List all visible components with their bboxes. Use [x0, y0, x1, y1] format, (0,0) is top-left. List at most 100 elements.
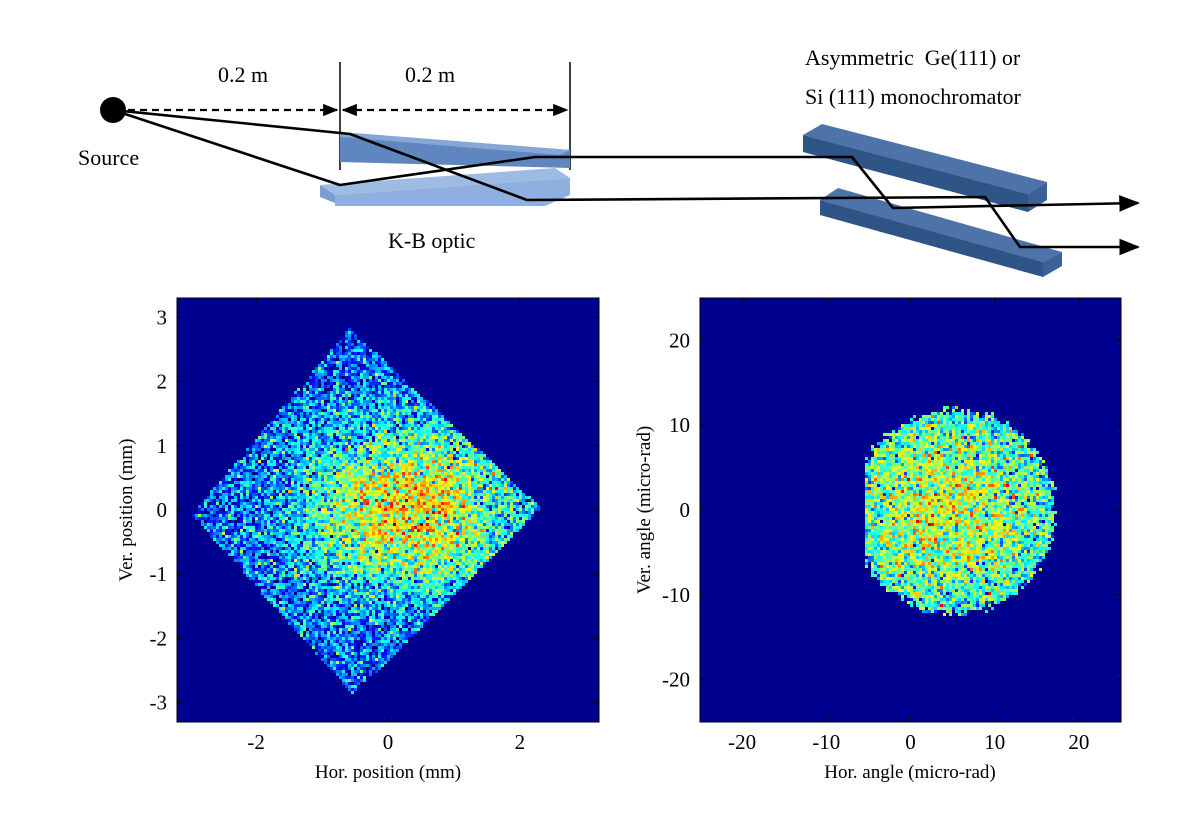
beam-pixel: [357, 544, 360, 547]
beam-pixel: [399, 391, 402, 394]
beam-pixel: [261, 457, 264, 460]
beam-pixel: [390, 424, 393, 427]
beam-pixel: [363, 343, 366, 346]
beam-pixel: [471, 460, 474, 463]
beam-pixel: [474, 493, 477, 496]
beam-pixel: [357, 523, 360, 526]
beam-pixel: [432, 424, 435, 427]
beam-pixel: [468, 469, 471, 472]
beam-pixel: [351, 445, 354, 448]
beam-pixel: [435, 418, 438, 421]
beam-pixel: [234, 535, 237, 538]
beam-pixel: [471, 463, 474, 466]
beam-pixel: [429, 475, 432, 478]
beam-pixel: [300, 442, 303, 445]
beam-pixel: [408, 397, 411, 400]
beam-pixel: [360, 400, 363, 403]
beam-pixel: [330, 352, 333, 355]
beam-pixel: [465, 532, 468, 535]
beam-pixel: [231, 490, 234, 493]
beam-pixel: [300, 445, 303, 448]
beam-pixel: [402, 487, 405, 490]
beam-pixel: [405, 427, 408, 430]
beam-pixel: [339, 421, 342, 424]
beam-pixel: [249, 475, 252, 478]
beam-pixel: [225, 475, 228, 478]
beam-pixel: [243, 532, 246, 535]
beam-pixel: [393, 532, 396, 535]
beam-pixel: [435, 409, 438, 412]
beam-pixel: [360, 448, 363, 451]
beam-pixel: [342, 496, 345, 499]
beam-pixel: [531, 508, 534, 511]
beam-pixel: [447, 547, 450, 550]
beam-pixel: [345, 481, 348, 484]
beam-pixel: [396, 484, 399, 487]
beam-pixel: [258, 508, 261, 511]
beam-pixel: [528, 499, 531, 502]
beam-pixel: [291, 496, 294, 499]
beam-pixel: [507, 496, 510, 499]
beam-pixel: [357, 541, 360, 544]
beam-pixel: [402, 499, 405, 502]
beam-pixel: [309, 526, 312, 529]
beam-pixel: [390, 409, 393, 412]
beam-pixel: [468, 442, 471, 445]
beam-pixel: [321, 451, 324, 454]
beam-pixel: [450, 547, 453, 550]
beam-pixel: [429, 493, 432, 496]
beam-pixel: [498, 481, 501, 484]
beam-pixel: [294, 517, 297, 520]
beam-pixel: [516, 520, 519, 523]
beam-pixel: [345, 382, 348, 385]
beam-pixel: [396, 466, 399, 469]
beam-pixel: [330, 349, 333, 352]
beam-pixel: [363, 409, 366, 412]
beam-pixel: [363, 421, 366, 424]
beam-pixel: [264, 487, 267, 490]
beam-pixel: [321, 529, 324, 532]
beam-pixel: [432, 514, 435, 517]
beam-pixel: [243, 523, 246, 526]
beam-pixel: [456, 484, 459, 487]
beam-pixel: [279, 520, 282, 523]
beam-pixel: [354, 406, 357, 409]
beam-pixel: [312, 415, 315, 418]
beam-pixel: [321, 388, 324, 391]
beam-pixel: [249, 487, 252, 490]
beam-pixel: [321, 394, 324, 397]
beam-pixel: [477, 520, 480, 523]
beam-pixel: [375, 490, 378, 493]
beam-pixel: [255, 493, 258, 496]
beam-pixel: [378, 373, 381, 376]
beam-pixel: [243, 499, 246, 502]
beam-pixel: [441, 532, 444, 535]
beam-pixel: [261, 508, 264, 511]
beam-pixel: [402, 475, 405, 478]
beam-pixel: [273, 538, 276, 541]
beam-pixel: [351, 535, 354, 538]
beam-pixel: [444, 484, 447, 487]
beam-pixel: [291, 445, 294, 448]
beam-pixel: [321, 439, 324, 442]
beam-pixel: [423, 550, 426, 553]
beam-pixel: [405, 469, 408, 472]
beam-pixel: [456, 466, 459, 469]
beam-pixel: [285, 406, 288, 409]
beam-pixel: [327, 388, 330, 391]
beam-pixel: [465, 481, 468, 484]
beam-pixel: [348, 388, 351, 391]
beam-pixel: [246, 490, 249, 493]
beam-pixel: [291, 460, 294, 463]
beam-pixel: [285, 469, 288, 472]
beam-pixel: [294, 538, 297, 541]
beam-pixel: [441, 517, 444, 520]
beam-pixel: [438, 448, 441, 451]
beam-pixel: [255, 451, 258, 454]
beam-pixel: [318, 367, 321, 370]
beam-pixel: [273, 451, 276, 454]
beam-pixel: [387, 406, 390, 409]
beam-pixel: [333, 472, 336, 475]
beam-pixel: [378, 364, 381, 367]
beam-pixel: [483, 490, 486, 493]
